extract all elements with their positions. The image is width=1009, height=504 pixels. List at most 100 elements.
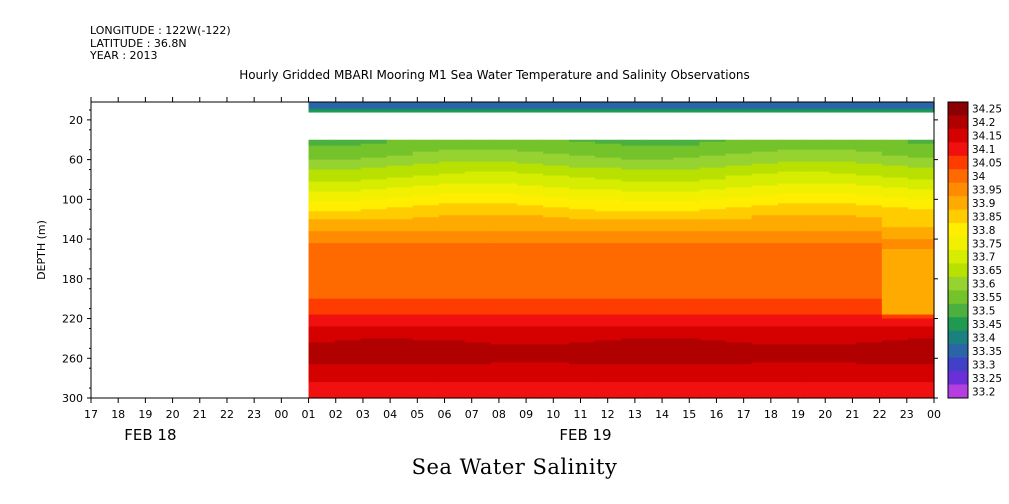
salinity-cell	[386, 278, 414, 282]
salinity-cell	[855, 145, 883, 149]
salinity-cell	[647, 151, 674, 155]
salinity-cell	[699, 384, 727, 387]
salinity-cell	[464, 392, 492, 395]
salinity-cell	[543, 173, 570, 177]
salinity-cell	[673, 256, 701, 260]
salinity-cell	[464, 215, 492, 218]
salinity-cell	[386, 336, 414, 340]
salinity-cell	[490, 280, 518, 284]
salinity-cell	[334, 165, 362, 169]
salinity-cell	[569, 388, 596, 391]
salinity-cell	[751, 195, 779, 198]
salinity-cell	[855, 213, 883, 216]
salinity-cell	[386, 187, 414, 191]
salinity-cell	[308, 185, 336, 189]
salinity-cell	[412, 300, 440, 304]
salinity-cell	[595, 207, 622, 210]
salinity-cell	[777, 348, 805, 351]
salinity-cell	[569, 286, 596, 290]
salinity-cell	[881, 256, 909, 260]
salinity-cell	[308, 314, 336, 318]
salinity-cell	[803, 199, 831, 202]
salinity-cell	[386, 386, 414, 389]
y-tick-label: 20	[69, 114, 83, 127]
salinity-cell	[777, 223, 805, 226]
salinity-cell	[412, 181, 440, 185]
salinity-cell	[360, 336, 388, 340]
salinity-cell	[829, 382, 857, 385]
colorbar-label: 34.2	[972, 117, 995, 129]
salinity-cell	[881, 247, 909, 250]
salinity-cell	[881, 175, 909, 179]
salinity-cell	[595, 221, 622, 224]
salinity-cell	[647, 286, 674, 290]
salinity-cell	[907, 163, 935, 167]
x-tick-label: 23	[900, 408, 914, 421]
salinity-cell	[490, 183, 518, 187]
salinity-cell	[360, 245, 388, 248]
salinity-cell	[699, 312, 727, 316]
salinity-cell	[412, 332, 440, 336]
salinity-cell	[595, 173, 622, 177]
salinity-cell	[673, 249, 701, 252]
salinity-cell	[543, 356, 570, 359]
salinity-cell	[490, 241, 518, 244]
salinity-cell	[803, 292, 831, 296]
salinity-cell	[855, 197, 883, 200]
salinity-cell	[386, 378, 414, 381]
salinity-cell	[543, 157, 570, 161]
salinity-cell	[569, 368, 596, 371]
salinity-cell	[881, 280, 909, 284]
salinity-cell	[360, 282, 388, 286]
salinity-cell	[334, 169, 362, 173]
salinity-cell	[464, 394, 492, 397]
salinity-cell	[751, 266, 779, 270]
salinity-cell	[907, 169, 935, 173]
salinity-cell	[855, 374, 883, 377]
salinity-cell	[490, 107, 518, 111]
salinity-cell	[777, 300, 805, 304]
salinity-cell	[334, 173, 362, 177]
salinity-cell	[751, 296, 779, 300]
salinity-cell	[569, 314, 596, 318]
salinity-cell	[725, 187, 753, 191]
salinity-cell	[595, 296, 622, 300]
salinity-cell	[308, 252, 336, 256]
salinity-cell	[647, 219, 674, 222]
salinity-cell	[308, 310, 336, 314]
salinity-cell	[621, 145, 648, 149]
salinity-cell	[438, 310, 466, 314]
salinity-cell	[386, 362, 414, 365]
salinity-cell	[517, 145, 544, 149]
salinity-cell	[308, 165, 336, 169]
salinity-cell	[386, 388, 414, 391]
salinity-cell	[308, 109, 336, 113]
salinity-cell	[517, 272, 544, 276]
salinity-cell	[699, 207, 727, 210]
salinity-cell	[725, 278, 753, 282]
salinity-cell	[803, 346, 831, 349]
salinity-cell	[881, 107, 909, 111]
salinity-cell	[803, 177, 831, 181]
salinity-cell	[569, 372, 596, 375]
colorbar-swatch	[948, 384, 968, 399]
salinity-cell	[386, 288, 414, 292]
salinity-cell	[412, 308, 440, 312]
salinity-cell	[595, 217, 622, 220]
salinity-cell	[647, 260, 674, 264]
salinity-cell	[907, 344, 935, 347]
salinity-cell	[777, 143, 805, 147]
salinity-cell	[438, 296, 466, 300]
salinity-cell	[464, 334, 492, 338]
salinity-cell	[855, 326, 883, 330]
salinity-cell	[543, 201, 570, 204]
salinity-cell	[490, 250, 518, 254]
salinity-cell	[647, 239, 674, 242]
salinity-cell	[907, 203, 935, 206]
salinity-cell	[725, 145, 753, 149]
salinity-cell	[595, 344, 622, 347]
salinity-cell	[543, 260, 570, 264]
salinity-cell	[621, 326, 648, 330]
salinity-cell	[308, 239, 336, 242]
salinity-cell	[360, 374, 388, 377]
